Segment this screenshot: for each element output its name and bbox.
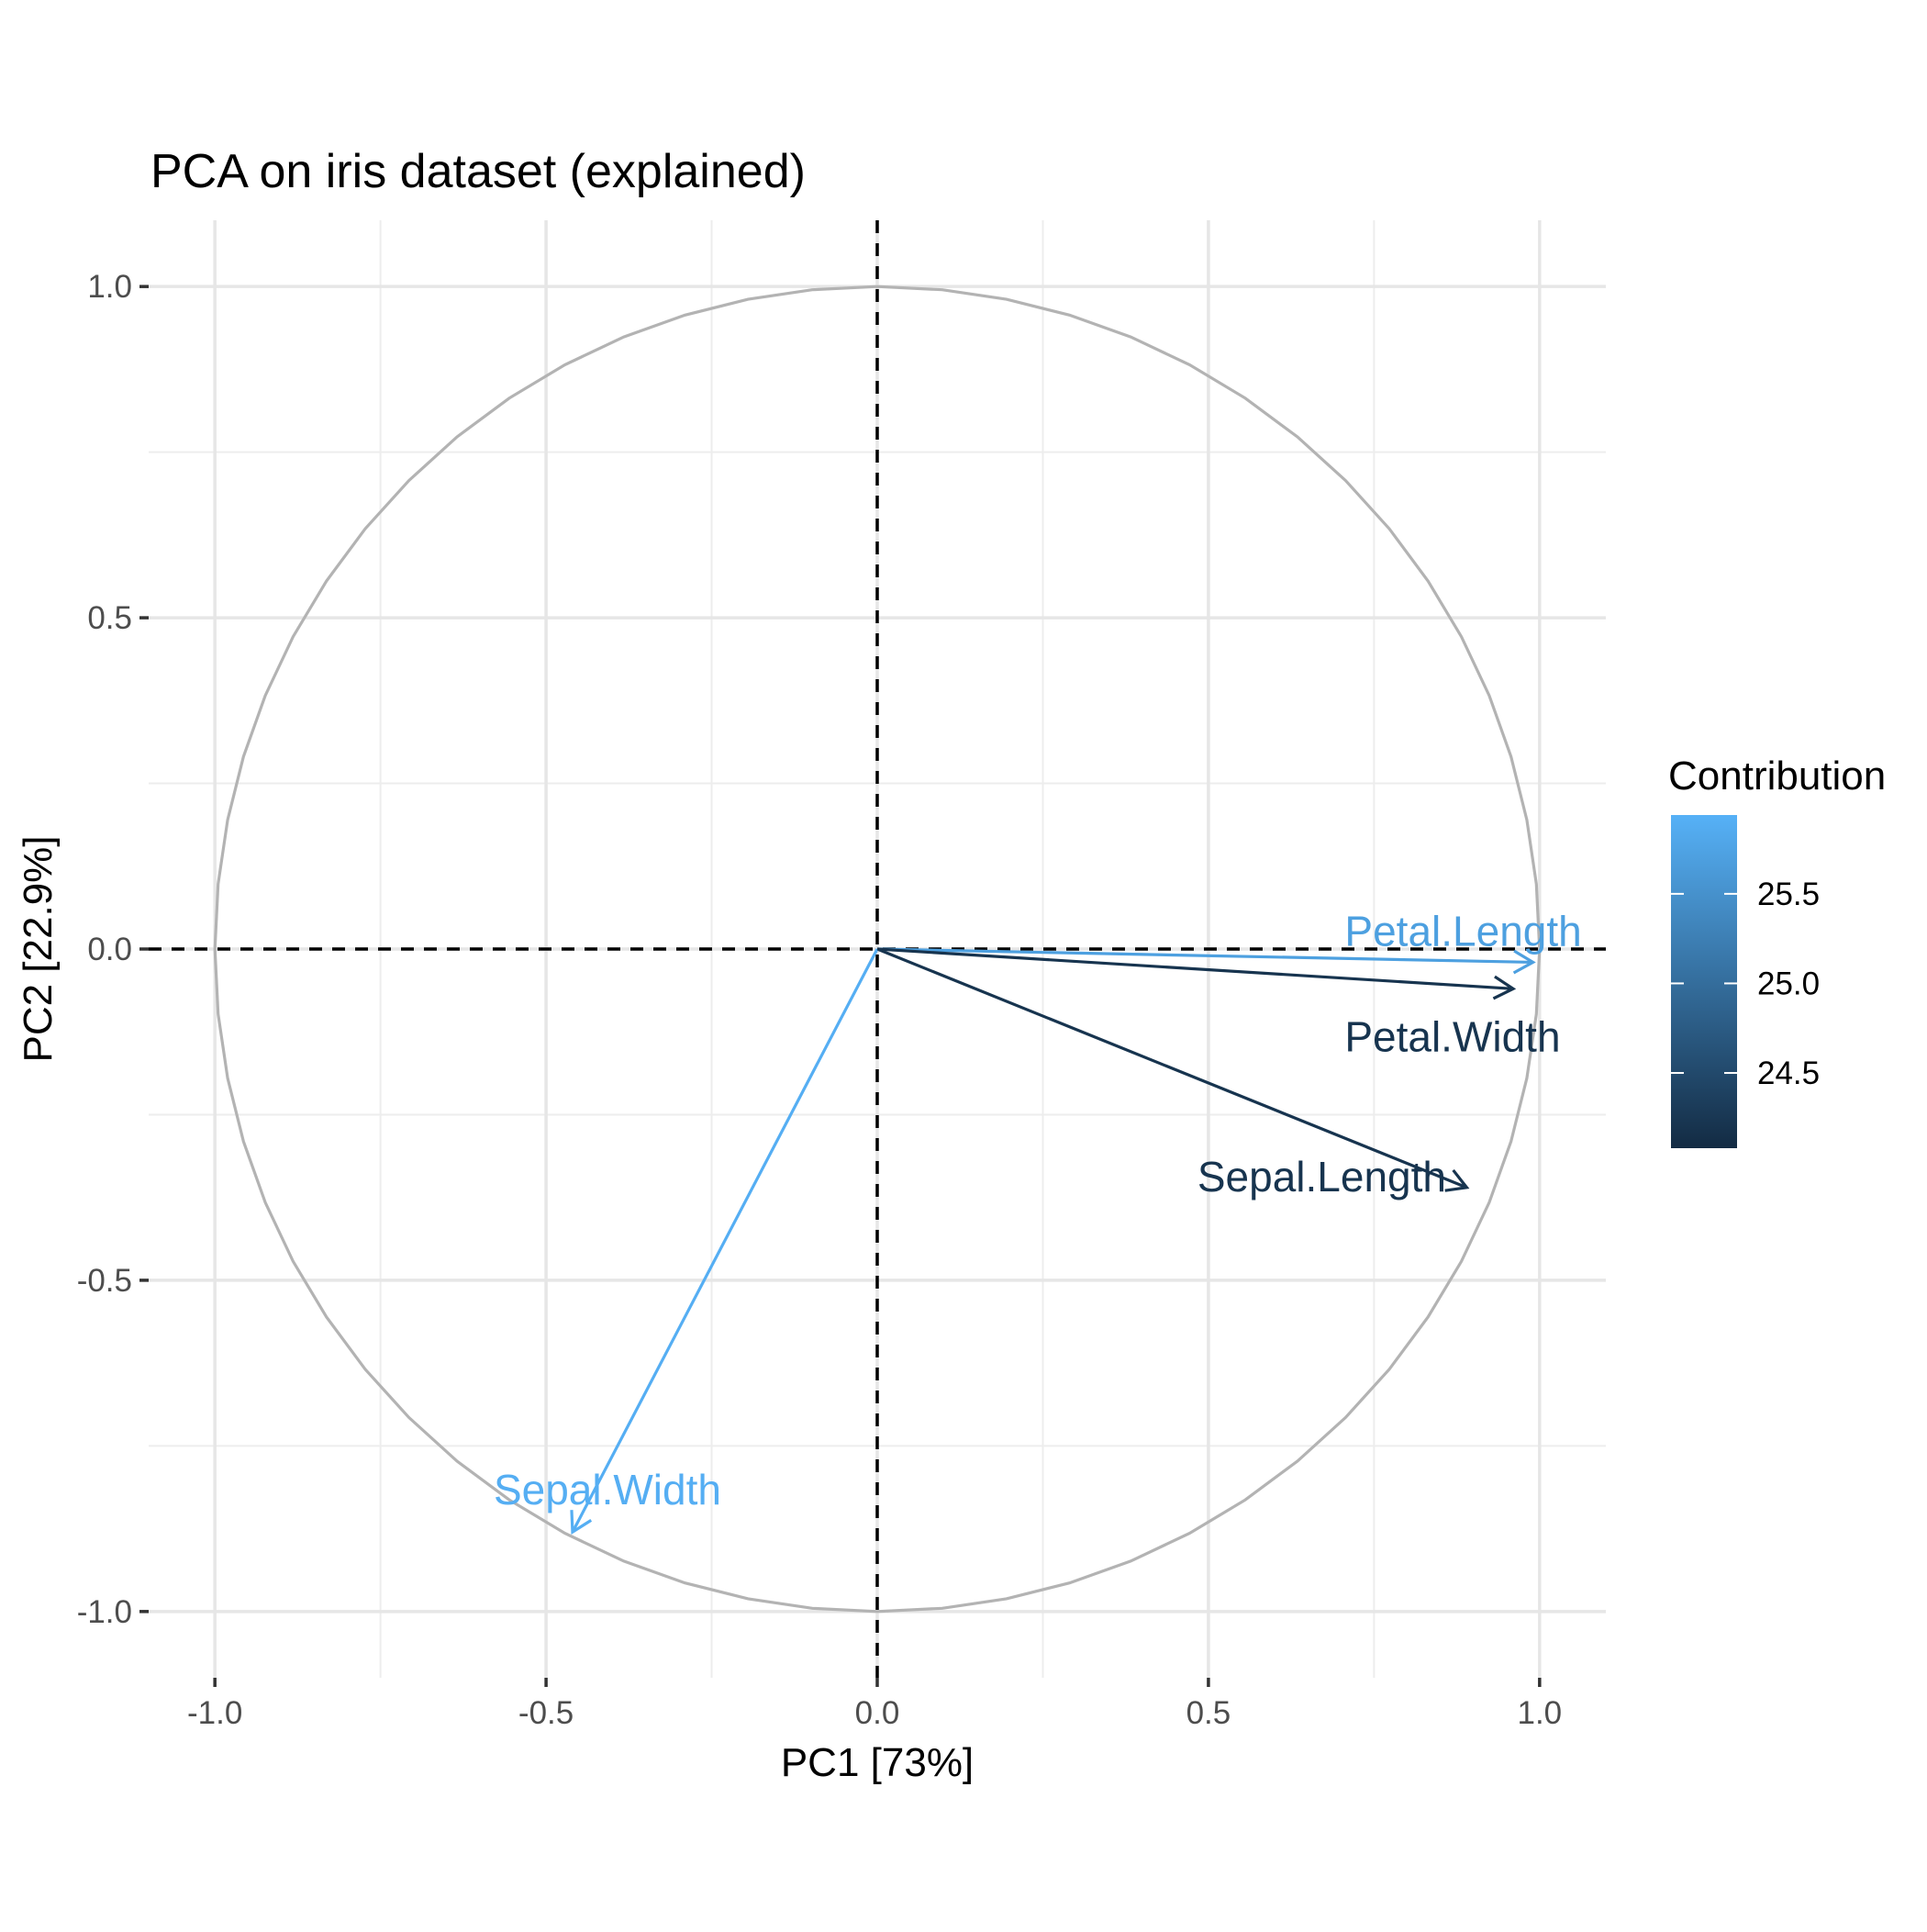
x-tick-label: 1.0 <box>1517 1695 1562 1731</box>
arrow-shaft <box>876 947 1514 990</box>
colorbar-tick-label: 24.5 <box>1757 1055 1820 1091</box>
y-tick-label: -0.5 <box>77 1263 132 1299</box>
unit-circle <box>213 285 1542 1614</box>
x-axis-label: PC1 [73%] <box>781 1740 974 1785</box>
legend-title: Contribution <box>1668 754 1886 798</box>
variable-label: Sepal.Length <box>1197 1153 1446 1201</box>
x-tick-label: -1.0 <box>187 1695 242 1731</box>
y-axis-label: PC2 [22.9%] <box>16 835 61 1062</box>
arrow-head <box>1444 1168 1470 1192</box>
x-tick-label: 0.5 <box>1186 1695 1231 1731</box>
correlation-circle <box>213 285 1542 1614</box>
legend: Contribution 24.5 25.0 25.5 <box>1668 754 1886 1148</box>
variable-labels: Sepal.Length Sepal.Width Petal.Length Petal… <box>494 907 1582 1513</box>
arrow-head <box>1492 975 1517 1000</box>
arrow-shaft <box>571 948 879 1533</box>
arrow-shaft <box>876 947 1468 1189</box>
variable-label: Sepal.Width <box>494 1466 721 1513</box>
colorbar-tick-label: 25.0 <box>1757 966 1820 1001</box>
arrow-shaft <box>876 947 1533 965</box>
x-tick-label: -0.5 <box>518 1695 574 1731</box>
y-tick-label: -1.0 <box>77 1594 132 1630</box>
variable-label: Petal.Width <box>1344 1012 1560 1060</box>
colorbar-tick-label: 25.5 <box>1757 877 1820 912</box>
chart-title: PCA on iris dataset (explained) <box>150 145 806 198</box>
variable-label: Petal.Length <box>1344 907 1581 955</box>
y-tick-label: 0.5 <box>87 600 132 636</box>
y-tick-label: 0.0 <box>87 932 132 967</box>
arrow-head <box>570 1510 593 1536</box>
y-tick-label: 1.0 <box>87 269 132 305</box>
x-tick-label: 0.0 <box>855 1695 900 1731</box>
axes: -1.0 -0.5 0.0 0.5 1.0 -1.0 -0.5 0.0 0.5 1.0 <box>77 269 1562 1731</box>
colorbar <box>1671 815 1737 1148</box>
arrow-head <box>1512 949 1536 975</box>
colorbar-ticks: 24.5 25.0 25.5 <box>1671 877 1820 1091</box>
variable-arrows <box>570 947 1536 1536</box>
